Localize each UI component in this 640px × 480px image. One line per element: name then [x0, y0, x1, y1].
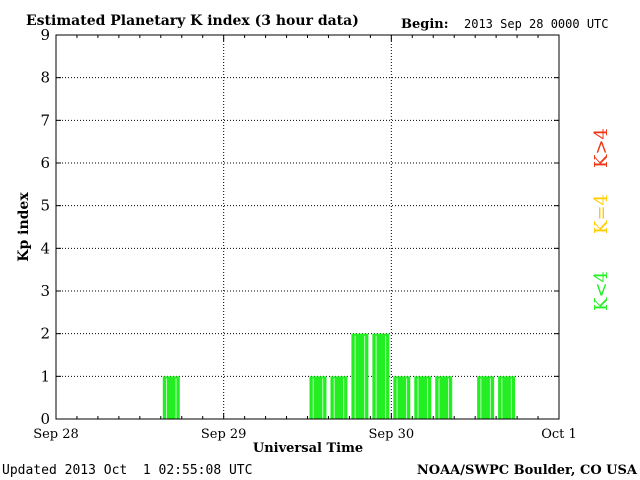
grid-lines — [56, 35, 559, 419]
y-tick-label: 2 — [40, 325, 50, 343]
y-tick-label: 4 — [40, 239, 50, 257]
kp-bar — [498, 376, 516, 419]
y-tick-label: 6 — [40, 154, 50, 172]
chart-title: Estimated Planetary K index (3 hour data… — [26, 13, 359, 29]
kp-bar — [372, 333, 390, 419]
kp-bar — [435, 376, 453, 419]
kp-bar — [393, 376, 411, 419]
y-tick-label: 8 — [40, 69, 50, 87]
x-tick-label: Sep 28 — [33, 427, 79, 442]
footer-updated: Updated 2013 Oct 1 02:55:08 UTC — [2, 463, 252, 478]
y-axis-ticks: 0 1 2 3 4 5 6 7 8 9 — [40, 26, 559, 428]
legend-k-less-4: K<4 — [591, 271, 612, 311]
x-tick-label: Oct 1 — [541, 427, 577, 442]
begin-label: Begin: — [401, 17, 449, 32]
y-axis-label: Kp index — [16, 192, 32, 262]
bars — [162, 333, 516, 419]
begin-value: 2013 Sep 28 0000 UTC — [464, 17, 609, 31]
y-tick-label: 9 — [40, 26, 50, 44]
y-tick-label: 7 — [40, 111, 50, 129]
legend-k-equal-4: K=4 — [591, 194, 612, 234]
kp-bar — [477, 376, 495, 419]
x-axis-label: Universal Time — [253, 441, 363, 456]
y-tick-label: 0 — [40, 410, 50, 428]
y-tick-label: 3 — [40, 282, 50, 300]
kp-bar — [309, 376, 327, 419]
y-tick-label: 5 — [40, 197, 50, 215]
y-tick-label: 1 — [40, 367, 50, 385]
legend-k-greater-4: K>4 — [591, 128, 612, 168]
x-tick-label: Sep 30 — [369, 427, 415, 442]
kp-bar — [330, 376, 348, 419]
kp-bar — [351, 333, 369, 419]
footer-source: NOAA/SWPC Boulder, CO USA — [417, 463, 638, 478]
kp-bar — [162, 376, 180, 419]
x-tick-label: Sep 29 — [201, 427, 247, 442]
x-axis-ticks: Sep 28 Sep 29 Sep 30 Oct 1 — [33, 35, 577, 442]
kp-bar — [414, 376, 432, 419]
plot-frame — [55, 34, 560, 420]
